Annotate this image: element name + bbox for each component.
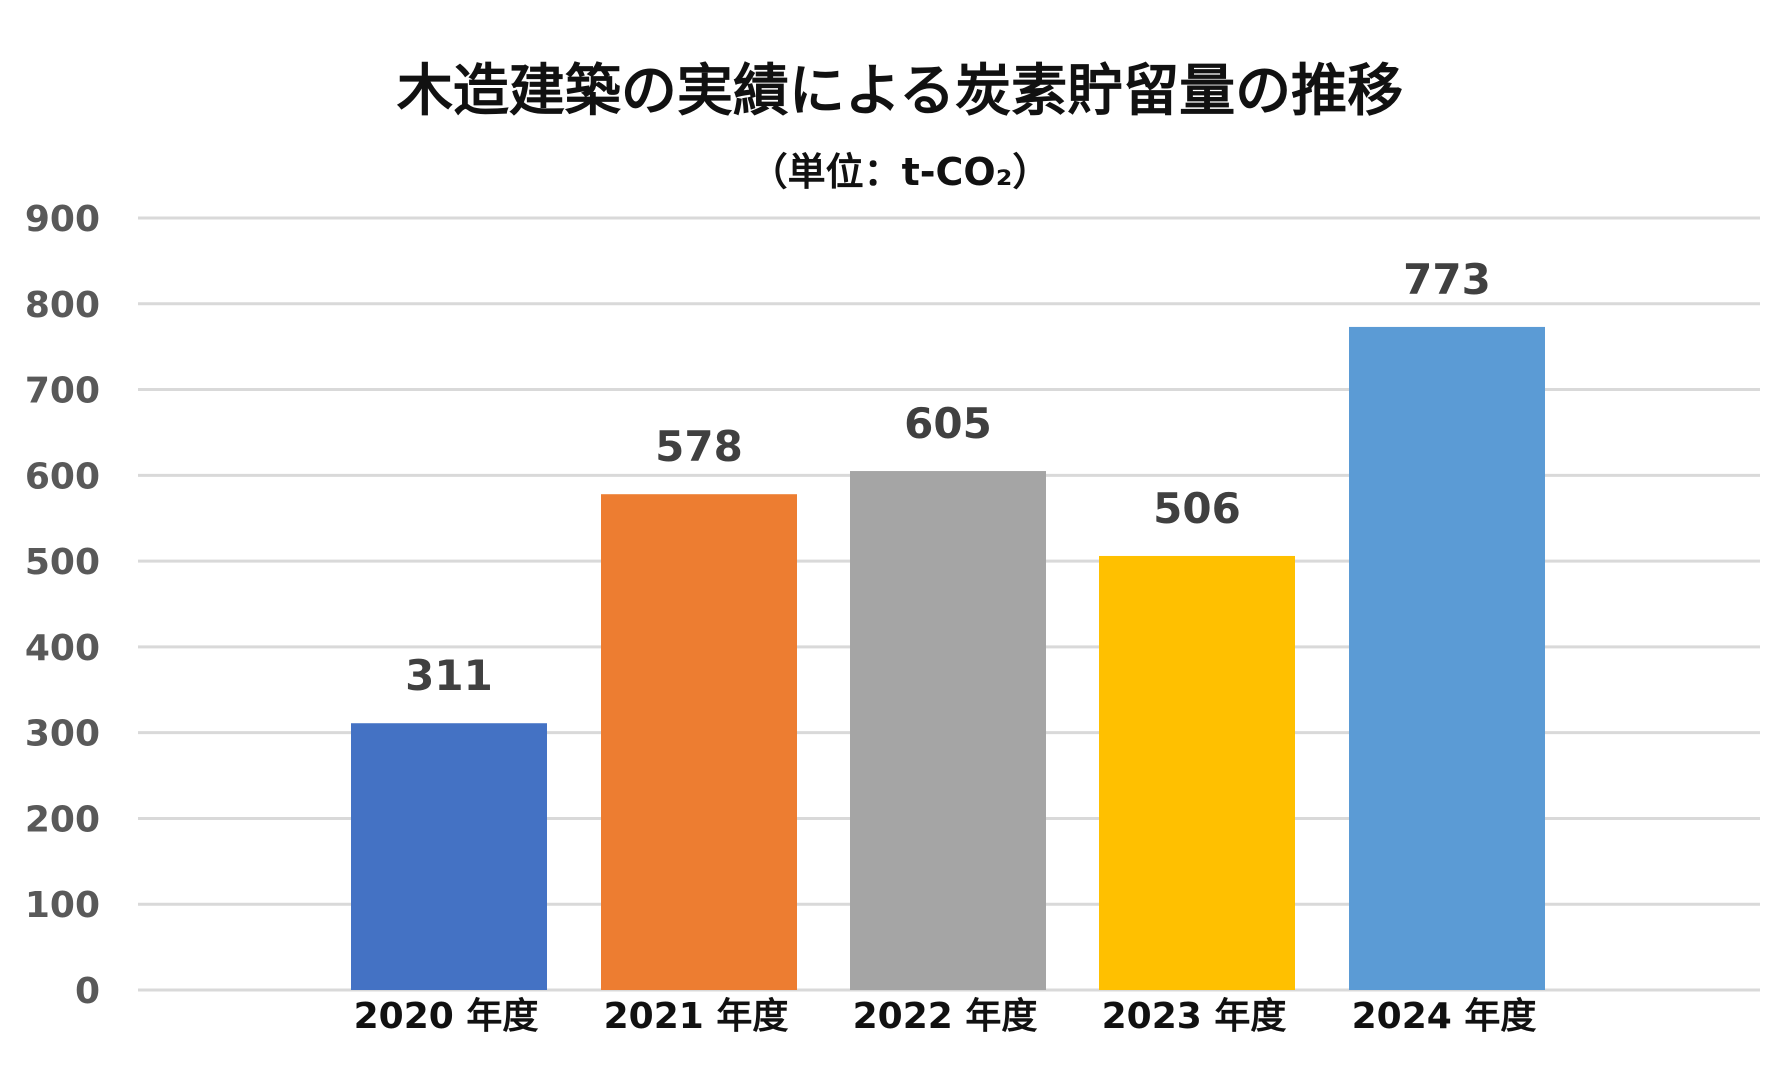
- data-label: 605: [904, 399, 992, 448]
- x-tick-label: 2024 年度: [1352, 996, 1537, 1037]
- data-label: 578: [655, 422, 743, 471]
- x-tick-label: 2023 年度: [1102, 996, 1287, 1037]
- y-tick-label: 700: [25, 371, 100, 412]
- y-tick-label: 200: [25, 799, 100, 840]
- y-tick-label: 900: [25, 199, 100, 240]
- x-axis-ticks: 2020 年度 2021 年度 2022 年度 2023 年度 2024 年度: [354, 996, 1537, 1037]
- y-tick-label: 400: [25, 628, 100, 669]
- bar: [351, 723, 547, 990]
- chart-title: 木造建築の実績による炭素貯留量の推移: [397, 59, 1403, 124]
- x-tick-label: 2021 年度: [604, 996, 789, 1037]
- y-tick-label: 800: [25, 285, 100, 326]
- data-labels: 311 578 605 506 773: [405, 255, 1491, 700]
- x-tick-label: 2020 年度: [354, 996, 539, 1037]
- data-label: 506: [1153, 484, 1241, 533]
- data-label: 773: [1403, 255, 1491, 304]
- bar: [1099, 555, 1295, 990]
- y-tick-label: 300: [25, 714, 100, 755]
- y-tick-label: 500: [25, 542, 100, 583]
- data-label: 311: [405, 651, 493, 700]
- bars: [351, 326, 1545, 991]
- bar: [601, 494, 797, 990]
- bar: [850, 471, 1046, 990]
- y-tick-label: 100: [25, 885, 100, 926]
- y-axis-ticks: 0 100 200 300 400 500 600 700 800 900: [25, 199, 100, 1012]
- chart-subtitle: （単位：t-CO₂）: [750, 150, 1051, 194]
- y-tick-label: 0: [75, 971, 100, 1012]
- bar: [1349, 326, 1545, 991]
- x-tick-label: 2022 年度: [853, 996, 1038, 1037]
- y-tick-label: 600: [25, 456, 100, 497]
